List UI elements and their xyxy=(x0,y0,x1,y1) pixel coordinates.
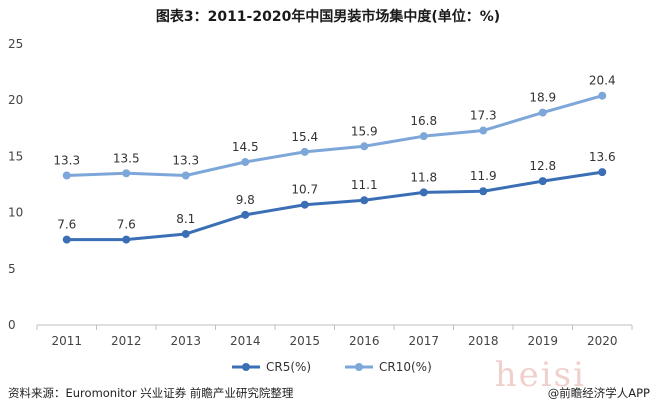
data-point xyxy=(479,187,488,196)
series-line-cr5 xyxy=(66,170,603,242)
x-tick-label: 2018 xyxy=(468,334,499,348)
data-point xyxy=(419,188,428,197)
data-label: 11.8 xyxy=(410,170,437,184)
data-point xyxy=(360,142,369,151)
data-point xyxy=(122,235,131,244)
legend: CR5(%) CR10(%) xyxy=(232,360,432,374)
data-label: 12.8 xyxy=(529,159,556,173)
data-label: 13.6 xyxy=(589,150,616,164)
data-label: 15.9 xyxy=(351,124,378,138)
x-tick-label: 2020 xyxy=(587,334,618,348)
data-label: 13.3 xyxy=(53,154,80,168)
data-point xyxy=(598,168,607,177)
data-point xyxy=(62,171,71,180)
data-label: 20.4 xyxy=(589,74,616,88)
data-point xyxy=(598,91,607,100)
data-label: 14.5 xyxy=(232,140,259,154)
chart-title: 图表3：2011-2020年中国男装市场集中度(单位：%) xyxy=(155,9,501,25)
data-point xyxy=(419,132,428,141)
data-label: 9.8 xyxy=(236,193,255,207)
y-tick-label: 15 xyxy=(8,149,23,163)
legend-swatch-marker xyxy=(242,363,250,371)
data-point xyxy=(181,229,190,238)
data-point xyxy=(241,210,250,219)
watermark-text: heisi xyxy=(494,355,586,395)
x-tick-label: 2013 xyxy=(170,334,201,348)
source-note: 资料来源：Euromonitor 兴业证券 前瞻产业研究院整理 xyxy=(8,386,294,400)
axes: 2011 2012 2013 2014 2015 2016 2017 2018 2019 2020… xyxy=(8,37,633,348)
x-tick-label: 2014 xyxy=(230,334,261,348)
data-point xyxy=(181,171,190,180)
data-label: 8.1 xyxy=(176,212,195,226)
data-label: 11.1 xyxy=(351,178,378,192)
series-line-cr10 xyxy=(66,94,603,178)
data-point xyxy=(300,200,309,209)
data-label: 10.7 xyxy=(291,183,318,197)
data-point xyxy=(122,169,131,178)
y-tick-label: 5 xyxy=(8,262,16,276)
data-point xyxy=(538,177,547,186)
x-tick-label: 2017 xyxy=(408,334,439,348)
y-tick-label: 25 xyxy=(8,37,23,51)
data-label: 18.9 xyxy=(529,91,556,105)
y-tick-label: 10 xyxy=(8,206,23,220)
data-point xyxy=(479,126,488,135)
data-label: 7.6 xyxy=(57,218,76,232)
legend-swatch-marker xyxy=(355,363,363,371)
data-label: 13.5 xyxy=(113,151,140,165)
data-point xyxy=(241,158,250,167)
y-tick-label: 20 xyxy=(8,93,23,107)
data-label: 11.9 xyxy=(470,169,497,183)
series-layer: 7.6 7.6 8.1 9.8 10.7 11.1 11.8 11.9 12.8 13.6 13.3… xyxy=(53,74,616,244)
data-label: 15.4 xyxy=(291,130,318,144)
data-label: 13.3 xyxy=(172,154,199,168)
x-tick-label: 2015 xyxy=(289,334,320,348)
data-label: 17.3 xyxy=(470,109,497,123)
x-tick-label: 2012 xyxy=(111,334,142,348)
y-tick-label: 0 xyxy=(8,318,16,332)
data-point xyxy=(62,235,71,244)
data-point xyxy=(538,108,547,117)
x-tick-label: 2016 xyxy=(349,334,380,348)
legend-label: CR5(%) xyxy=(266,360,311,374)
data-point xyxy=(360,196,369,205)
data-label: 16.8 xyxy=(410,114,437,128)
x-tick-label: 2011 xyxy=(51,334,82,348)
brand-credit: @前瞻经济学人APP xyxy=(547,386,650,400)
x-tick-label: 2019 xyxy=(527,334,558,348)
data-label: 7.6 xyxy=(117,218,136,232)
data-point xyxy=(300,147,309,156)
legend-label: CR10(%) xyxy=(379,360,432,374)
